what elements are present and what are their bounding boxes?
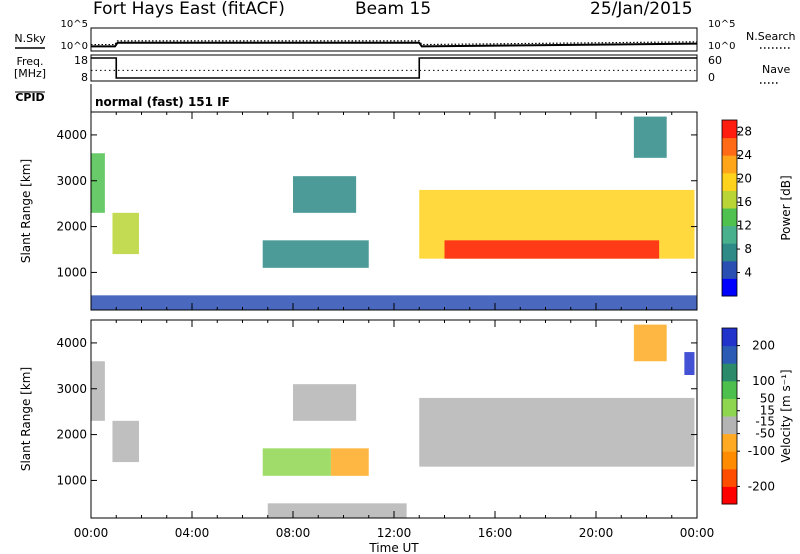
station-title: Fort Hays East (fitACF) xyxy=(93,0,285,19)
freq-series xyxy=(91,57,697,79)
velocity-colorbar-segment xyxy=(722,363,737,382)
freq-panel-frame xyxy=(90,54,698,82)
power-data-patch xyxy=(293,176,357,213)
time-tick-label: 08:00 xyxy=(276,526,311,540)
cpid-label: CPID xyxy=(15,91,44,104)
velocity-colorbar-segment xyxy=(722,328,737,347)
power-colorbar-segment xyxy=(722,225,737,244)
power-colorbar-segment xyxy=(722,172,737,191)
time-tick-label: 04:00 xyxy=(175,526,210,540)
velocity-colorbar-segment xyxy=(722,380,737,399)
power-colorbar-segment xyxy=(722,208,737,227)
power-colorbar-label: Power [dB] xyxy=(779,175,793,240)
velocity-colorbar-segment xyxy=(722,433,737,452)
velocity-ytick-label: 2000 xyxy=(56,428,87,442)
freq-right-tick: 0 xyxy=(708,71,715,84)
velocity-data-patch xyxy=(267,503,407,518)
velocity-colorbar-segment xyxy=(722,486,737,505)
noise-left-tick: 10^0 xyxy=(61,41,88,52)
velocity-data-patch xyxy=(112,420,139,463)
power-data-patch xyxy=(633,116,667,158)
power-colorbar-segment xyxy=(722,137,737,156)
velocity-colorbar-tick-label: -200 xyxy=(748,479,775,493)
noise-ylabel: N.Sky xyxy=(14,32,46,45)
velocity-colorbar-segment xyxy=(722,468,737,487)
velocity-ylabel: Slant Range [km] xyxy=(19,367,33,471)
time-tick-label: 20:00 xyxy=(579,526,614,540)
velocity-data-patch xyxy=(330,448,369,476)
freq-left-tick: 8 xyxy=(81,71,88,84)
power-colorbar-segment xyxy=(722,120,737,139)
power-colorbar-segment xyxy=(722,278,737,297)
power-data-patch xyxy=(444,240,660,259)
noise-panel-frame xyxy=(90,27,698,52)
noise-left-tick: 10^5 xyxy=(61,19,88,30)
velocity-colorbar-tick-label: -50 xyxy=(755,427,775,441)
velocity-ytick-label: 4000 xyxy=(56,336,87,350)
power-ytick-label: 2000 xyxy=(56,220,87,234)
power-colorbar-segment xyxy=(722,260,737,279)
velocity-colorbar-tick-label: 50 xyxy=(760,391,775,405)
power-colorbar-segment xyxy=(722,190,737,209)
velocity-colorbar-tick-label: 200 xyxy=(752,339,775,353)
power-colorbar-tick-label: 24 xyxy=(737,148,752,162)
power-colorbar-tick-label: 20 xyxy=(737,172,752,186)
power-colorbar-tick-label: 28 xyxy=(737,125,752,139)
velocity-colorbar-tick-label: 15 xyxy=(760,404,775,418)
velocity-colorbar-tick-label: -100 xyxy=(748,444,775,458)
power-colorbar-tick-label: 4 xyxy=(744,266,752,280)
noise-right-label: N.Search xyxy=(746,30,796,43)
date-label: 25/Jan/2015 xyxy=(590,0,693,19)
velocity-colorbar-segment xyxy=(722,416,737,435)
freq-ylabel: Freq. xyxy=(16,55,43,68)
velocity-colorbar-frame xyxy=(721,327,738,505)
velocity-colorbar-label: Velocity [m s⁻¹] xyxy=(779,369,793,462)
power-ytick-label: 4000 xyxy=(56,128,87,142)
power-ytick-label: 3000 xyxy=(56,174,87,188)
velocity-ytick-label: 3000 xyxy=(56,382,87,396)
power-data-patch xyxy=(262,240,369,268)
velocity-ytick-label: 1000 xyxy=(56,473,87,487)
freq-right-label: Nave xyxy=(762,63,790,76)
time-tick-label: 00:00 xyxy=(74,526,109,540)
power-data-patch xyxy=(91,295,697,310)
velocity-data-patch xyxy=(684,352,695,375)
velocity-colorbar-tick-label: 100 xyxy=(752,374,775,388)
velocity-colorbar-segment xyxy=(722,451,737,470)
noise-right-tick: 10^0 xyxy=(708,41,735,52)
freq-left-tick: 18 xyxy=(74,54,88,67)
velocity-colorbar-tick-label: -15 xyxy=(755,414,775,428)
power-colorbar-frame xyxy=(721,119,738,297)
noise-series-nsearch xyxy=(91,40,698,46)
power-colorbar-tick-label: 8 xyxy=(744,242,752,256)
power-colorbar-segment xyxy=(722,155,737,174)
power-ylabel: Slant Range [km] xyxy=(19,159,33,263)
power-colorbar-segment xyxy=(722,243,737,262)
velocity-data-patch xyxy=(419,397,695,467)
power-data-patch xyxy=(91,153,105,213)
power-colorbar-tick-label: 16 xyxy=(737,195,752,209)
velocity-colorbar-segment xyxy=(722,345,737,364)
beam-label: Beam 15 xyxy=(355,0,432,19)
velocity-data-patch xyxy=(262,448,331,476)
noise-series-nsky xyxy=(91,41,698,48)
cpid-text: normal (fast) 151 IF xyxy=(95,95,230,109)
time-tick-label: 12:00 xyxy=(377,526,412,540)
velocity-data-patch xyxy=(633,324,667,362)
time-axis-title: Time UT xyxy=(368,541,419,554)
velocity-data-patch xyxy=(293,384,357,421)
power-data-patch xyxy=(112,212,139,255)
power-colorbar-tick-label: 12 xyxy=(737,219,752,233)
freq-ylabel-unit: [MHz] xyxy=(14,67,46,80)
time-tick-label: 16:00 xyxy=(478,526,513,540)
power-ytick-label: 1000 xyxy=(56,265,87,279)
velocity-data-patch xyxy=(91,361,105,421)
time-tick-label: 00:00 xyxy=(680,526,715,540)
noise-right-tick: 10^5 xyxy=(708,19,735,30)
freq-right-tick: 60 xyxy=(708,54,722,67)
velocity-colorbar-segment xyxy=(722,398,737,417)
